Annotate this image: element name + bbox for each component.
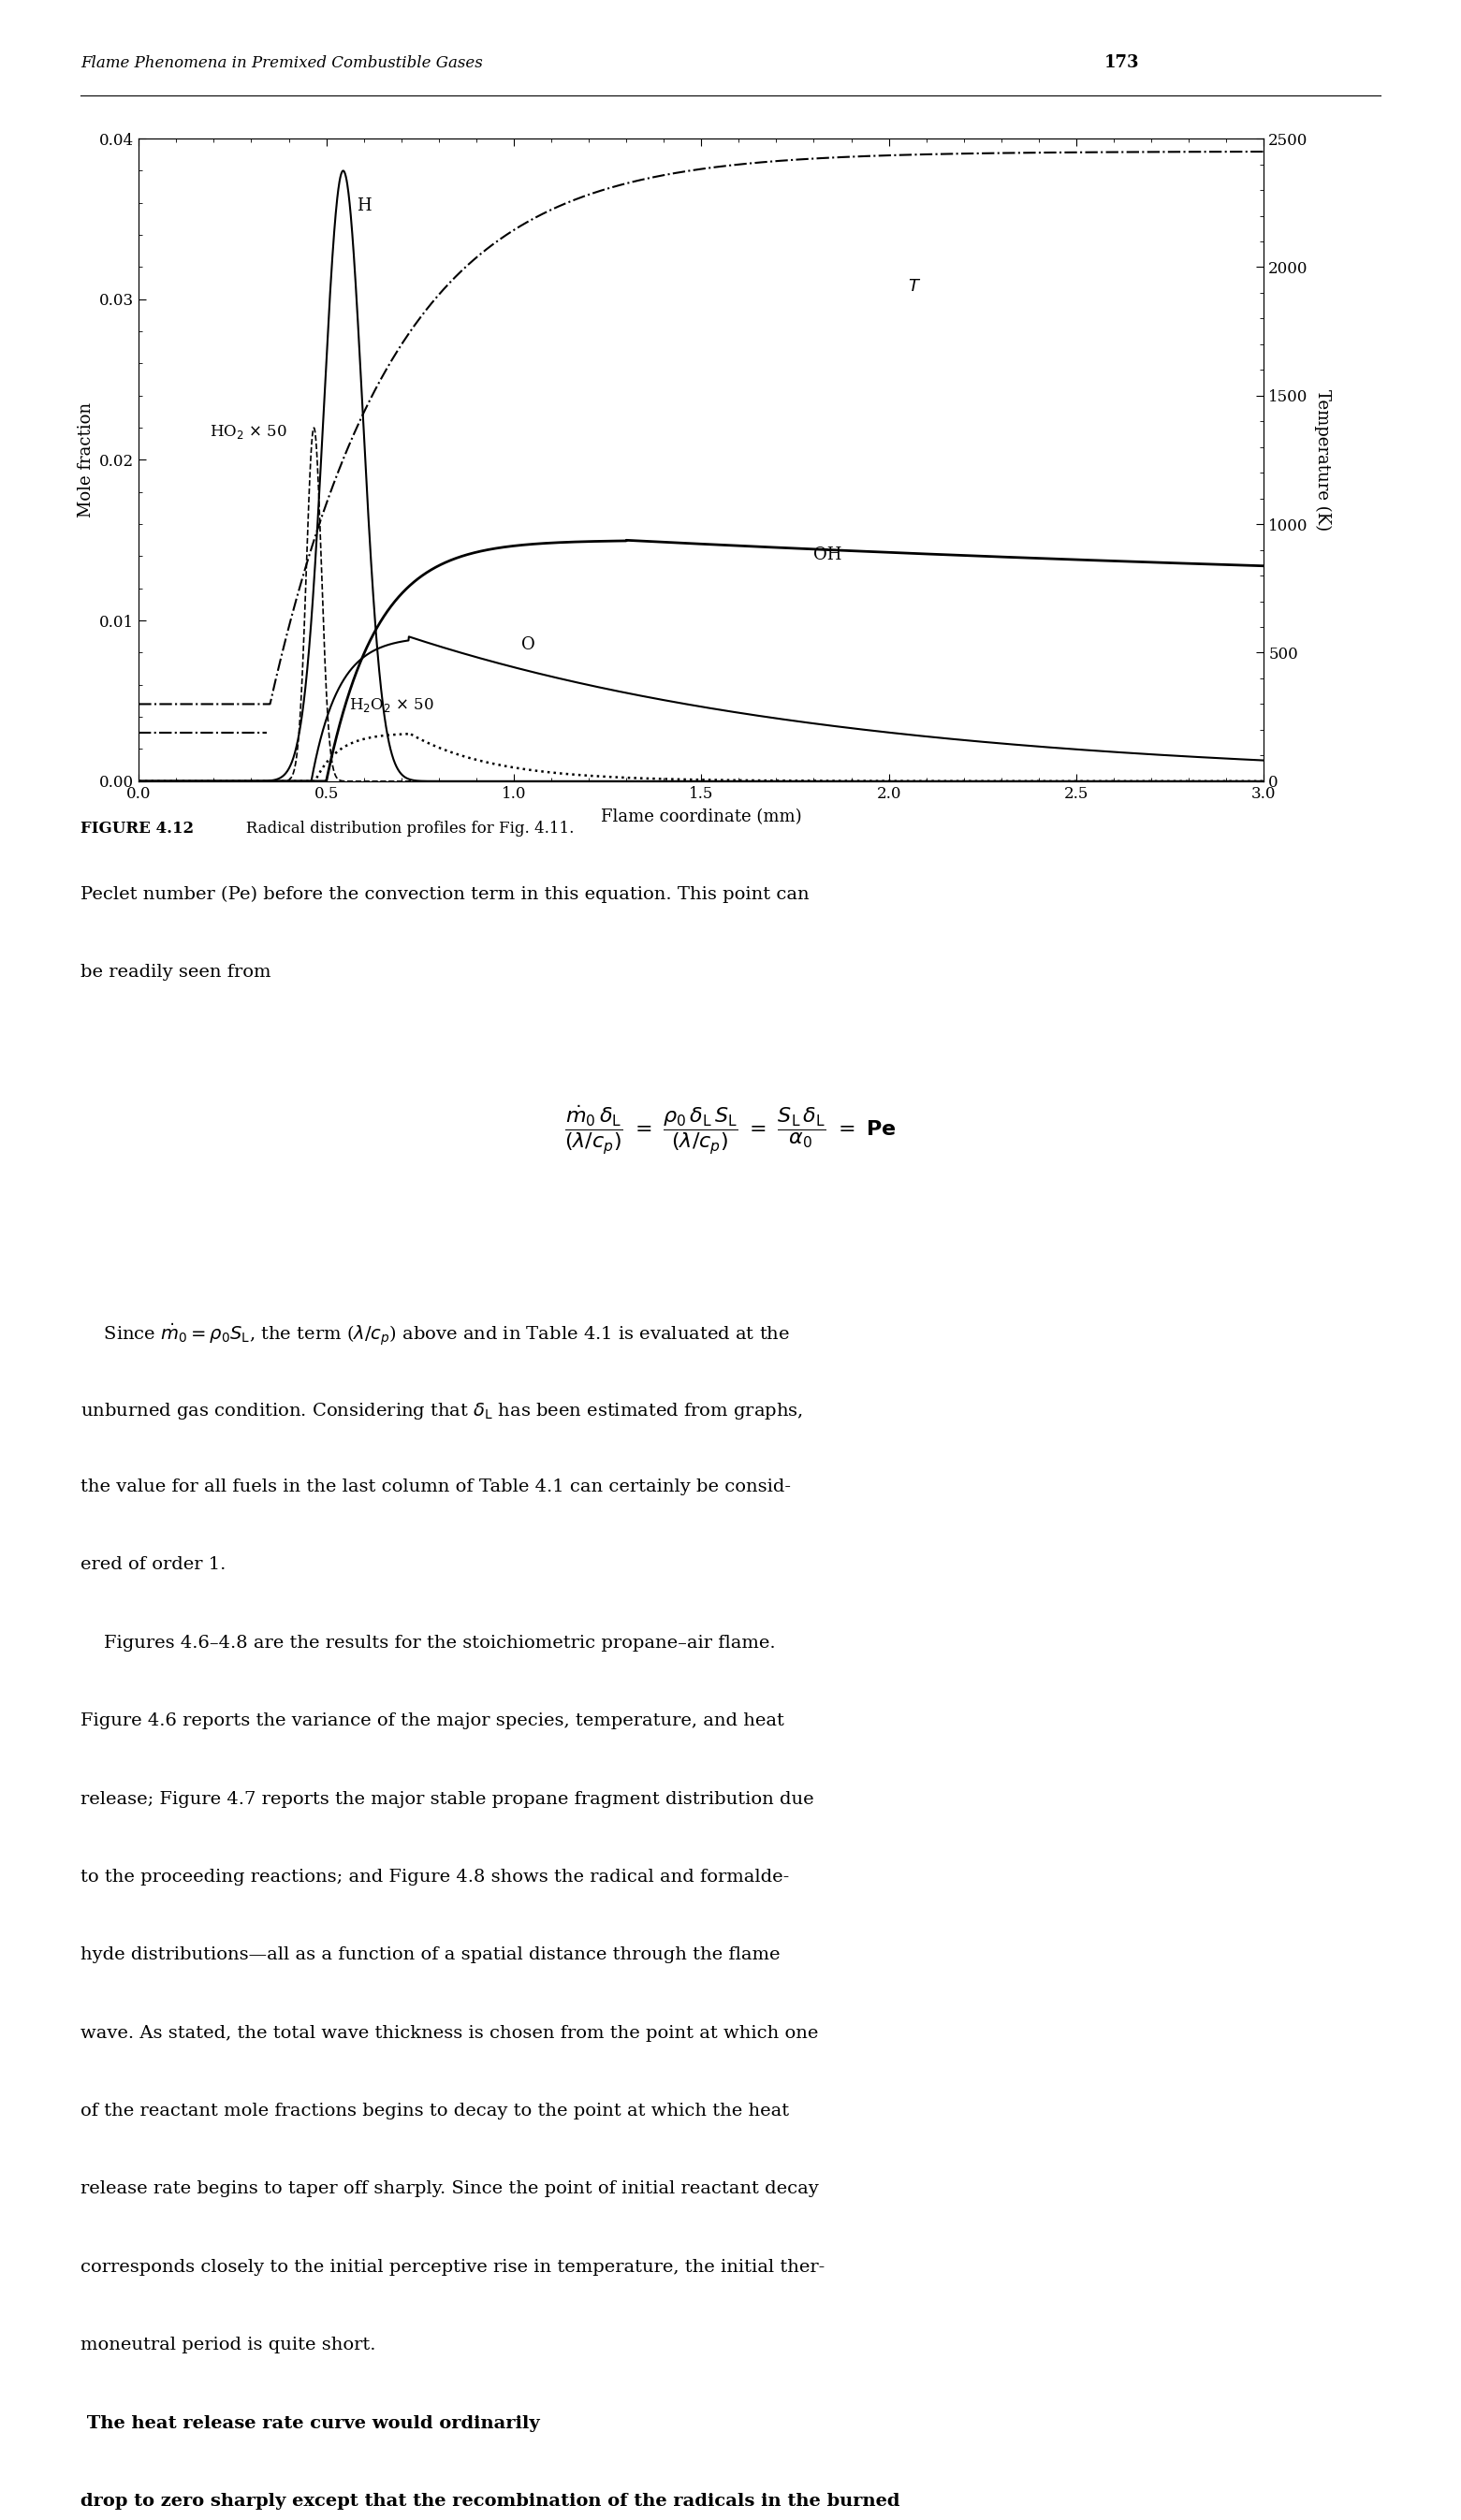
Text: release rate begins to taper off sharply. Since the point of initial reactant de: release rate begins to taper off sharply…: [80, 2180, 818, 2197]
Text: H: H: [356, 197, 371, 214]
Text: to the proceeding reactions; and Figure 4.8 shows the radical and formalde-: to the proceeding reactions; and Figure …: [80, 1870, 789, 1885]
Text: FIGURE 4.12: FIGURE 4.12: [80, 822, 194, 837]
Text: the value for all fuels in the last column of Table 4.1 can certainly be consid-: the value for all fuels in the last colu…: [80, 1479, 790, 1494]
Y-axis label: Temperature (K): Temperature (K): [1315, 388, 1331, 532]
Text: The heat release rate curve would ordinarily: The heat release rate curve would ordina…: [80, 2414, 539, 2432]
Text: of the reactant mole fractions begins to decay to the point at which the heat: of the reactant mole fractions begins to…: [80, 2102, 789, 2119]
Y-axis label: Mole fraction: Mole fraction: [77, 403, 95, 517]
Text: 173: 173: [1105, 55, 1140, 71]
Text: drop to zero sharply except that the recombination of the radicals in the burned: drop to zero sharply except that the rec…: [80, 2492, 900, 2510]
Text: Flame Phenomena in Premixed Combustible Gases: Flame Phenomena in Premixed Combustible …: [80, 55, 482, 71]
Text: Figures 4.6–4.8 are the results for the stoichiometric propane–air flame.: Figures 4.6–4.8 are the results for the …: [80, 1635, 776, 1651]
Text: Figure 4.6 reports the variance of the major species, temperature, and heat: Figure 4.6 reports the variance of the m…: [80, 1714, 785, 1729]
Text: Since $\dot{m}_0 = \rho_0 S_\mathrm{L}$, the term ($\lambda/c_p$) above and in T: Since $\dot{m}_0 = \rho_0 S_\mathrm{L}$,…: [80, 1323, 790, 1348]
Text: $T$: $T$: [907, 277, 920, 295]
Text: be readily seen from: be readily seen from: [80, 963, 270, 980]
Text: H$_2$O$_2$ $\times$ 50: H$_2$O$_2$ $\times$ 50: [349, 696, 434, 713]
Text: $\dfrac{\dot{m}_0\,\delta_\mathrm{L}}{(\lambda/c_p)}$$\ =\ $$\dfrac{\rho_0\,\del: $\dfrac{\dot{m}_0\,\delta_\mathrm{L}}{(\…: [564, 1104, 897, 1157]
Text: ered of order 1.: ered of order 1.: [80, 1557, 226, 1572]
Text: corresponds closely to the initial perceptive rise in temperature, the initial t: corresponds closely to the initial perce…: [80, 2258, 824, 2276]
Text: HO$_2$ $\times$ 50: HO$_2$ $\times$ 50: [210, 423, 288, 441]
Text: release; Figure 4.7 reports the major stable propane fragment distribution due: release; Figure 4.7 reports the major st…: [80, 1792, 814, 1807]
Text: Radical distribution profiles for Fig. 4.11.: Radical distribution profiles for Fig. 4…: [231, 822, 574, 837]
Text: hyde distributions—all as a function of a spatial distance through the flame: hyde distributions—all as a function of …: [80, 1948, 780, 1963]
X-axis label: Flame coordinate (mm): Flame coordinate (mm): [600, 809, 802, 824]
Text: wave. As stated, the total wave thickness is chosen from the point at which one: wave. As stated, the total wave thicknes…: [80, 2024, 818, 2041]
Text: Peclet number (Pe) before the convection term in this equation. This point can: Peclet number (Pe) before the convection…: [80, 885, 809, 902]
Text: unburned gas condition. Considering that $\delta_\mathrm{L}$ has been estimated : unburned gas condition. Considering that…: [80, 1401, 804, 1421]
Text: OH: OH: [814, 547, 842, 564]
Text: moneutral period is quite short.: moneutral period is quite short.: [80, 2336, 375, 2354]
Text: O: O: [522, 638, 535, 653]
